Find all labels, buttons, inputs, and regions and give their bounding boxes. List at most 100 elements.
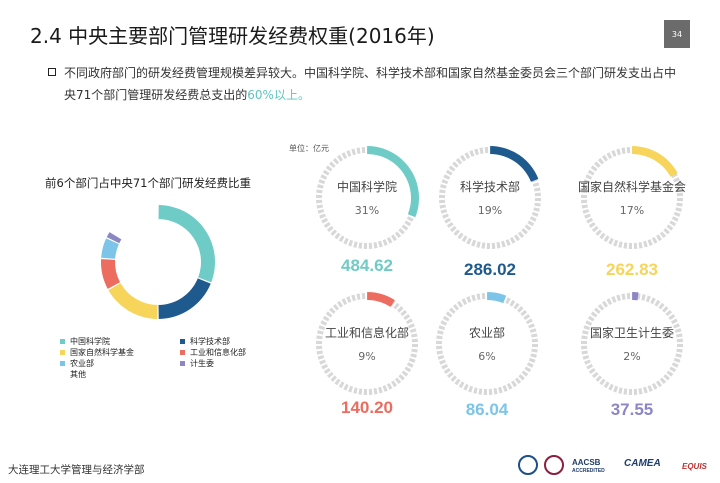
legend-swatch xyxy=(60,350,65,355)
ring-track-segment xyxy=(406,362,414,368)
ring-value-arc xyxy=(487,292,507,304)
ring-value-label: 37.55 xyxy=(611,400,654,419)
ring-track-segment xyxy=(446,371,454,379)
ring-track-segment xyxy=(341,152,348,160)
ring-track-segment xyxy=(317,355,325,360)
ring-track-segment xyxy=(329,161,336,168)
ring-track-segment xyxy=(523,314,531,320)
ring-track-segment xyxy=(356,147,361,154)
ring-track-segment xyxy=(316,340,323,344)
ring-track-segment xyxy=(400,309,408,317)
ring-track-segment xyxy=(496,242,501,249)
ring-track-segment xyxy=(445,311,453,318)
legend-label: 工业和信息化部 xyxy=(190,348,246,357)
ring-track-segment xyxy=(321,363,329,370)
ring-track-segment xyxy=(332,157,340,165)
ring-track-segment xyxy=(590,311,598,318)
main-donut-slice xyxy=(108,283,158,319)
ring-track-segment xyxy=(531,338,538,343)
ring-track-segment xyxy=(633,242,638,249)
ring-track-segment xyxy=(386,236,393,244)
ring-track-segment xyxy=(524,366,532,373)
ring-track-segment xyxy=(584,213,591,219)
legend-item: 科学技术部 xyxy=(180,336,230,347)
ring-track-segment xyxy=(442,213,449,219)
ring-track-segment xyxy=(353,241,358,248)
ring-track-segment xyxy=(452,161,459,168)
ring-track-segment xyxy=(476,241,481,248)
ring-track-segment xyxy=(450,375,457,382)
ring-track-segment xyxy=(513,302,520,310)
ring-track-segment xyxy=(532,182,540,187)
ring-track-segment xyxy=(411,344,418,348)
ring-track-segment xyxy=(449,225,457,233)
ring-track-segment xyxy=(666,224,674,231)
ring-track-segment xyxy=(518,374,525,381)
legend-item: 中国科学院 xyxy=(60,336,110,347)
ring-track-segment xyxy=(597,157,605,165)
ring-track-segment xyxy=(514,234,520,242)
ring-track-segment xyxy=(531,211,539,217)
ring-track-segment xyxy=(409,328,417,333)
ring-track-segment xyxy=(528,323,535,329)
ring-track-segment xyxy=(436,350,443,355)
equis-logo: EQUIS xyxy=(682,462,707,471)
ring-track-segment xyxy=(405,318,413,325)
ring-value-arc xyxy=(367,292,395,307)
ring-category-label: 科学技术部 xyxy=(460,179,520,194)
ring-track-segment xyxy=(391,234,397,242)
ring-track-segment xyxy=(647,385,653,392)
ring-track-segment xyxy=(621,293,626,300)
ring-track-segment xyxy=(401,370,409,377)
ring-track-segment xyxy=(476,293,481,300)
ring-value-arc xyxy=(367,146,420,218)
aacsb-accredited-text: ACCREDITED xyxy=(572,468,605,474)
ring-track-segment xyxy=(645,295,651,303)
ring-track-segment xyxy=(318,179,326,185)
ring-category-label: 工业和信息化部 xyxy=(325,325,409,340)
ring-track-segment xyxy=(599,232,606,240)
ring-track-segment xyxy=(398,374,405,381)
ring-track-segment xyxy=(581,199,588,204)
ring-track-segment xyxy=(461,235,468,243)
ring-track-segment xyxy=(676,198,683,202)
ring-track-segment xyxy=(439,199,446,204)
ring-track-segment xyxy=(594,161,601,168)
ring-track-segment xyxy=(581,204,588,209)
ring-track-segment xyxy=(373,388,378,395)
ring-track-segment xyxy=(534,202,541,207)
ring-track-segment xyxy=(663,374,670,381)
ring-track-segment xyxy=(436,345,443,350)
legend-label: 计生委 xyxy=(190,359,214,368)
ring-track-segment xyxy=(674,328,682,333)
ring-track-segment xyxy=(590,165,598,172)
legend-label: 科学技术部 xyxy=(190,337,230,346)
ring-track-segment xyxy=(613,385,619,393)
ring-track-segment xyxy=(671,362,679,368)
ring-track-segment xyxy=(673,211,681,217)
ring-track-segment xyxy=(363,242,367,250)
ring-value-arc xyxy=(632,292,639,301)
school-seal-icon xyxy=(544,455,564,475)
ring-track-segment xyxy=(608,383,614,391)
ring-track-segment xyxy=(643,386,648,394)
ring-percent-label: 9% xyxy=(358,350,375,363)
department-ring: 国家自然科学基金会 17% 262.83 xyxy=(578,146,686,279)
ring-track-segment xyxy=(326,225,334,233)
ring-track-segment xyxy=(659,231,667,239)
ring-track-segment xyxy=(338,235,345,243)
ring-track-segment xyxy=(602,300,608,308)
ring-track-segment xyxy=(408,323,415,329)
ring-track-segment xyxy=(316,189,323,194)
ring-track-segment xyxy=(317,330,324,335)
ring-track-segment xyxy=(316,194,323,198)
ring-track-segment xyxy=(595,229,602,236)
ring-track-segment xyxy=(458,381,465,389)
ring-track-segment xyxy=(501,240,506,248)
ring-track-segment xyxy=(493,388,498,395)
ring-percent-label: 6% xyxy=(478,350,495,363)
legend-label: 中国科学院 xyxy=(70,337,110,346)
ring-track-segment xyxy=(582,330,589,335)
